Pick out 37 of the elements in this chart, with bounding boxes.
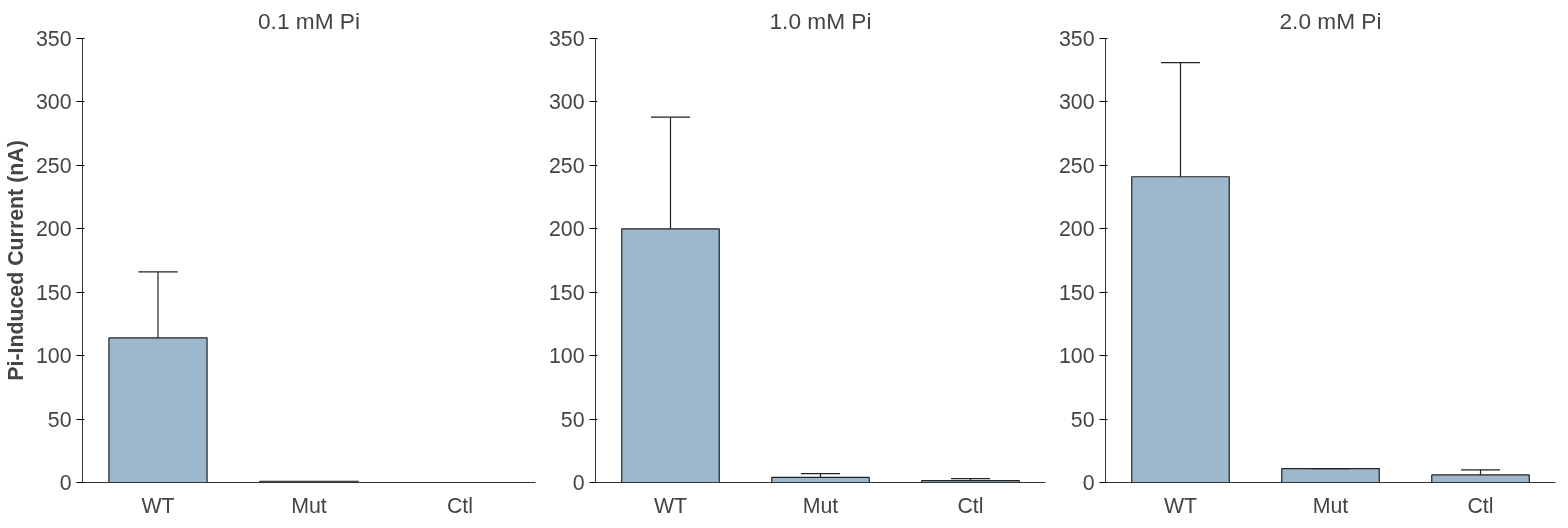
x-tick-label: WT [653, 493, 688, 518]
x-tick-label: Mut [802, 493, 839, 518]
y-tick-label: 200 [548, 217, 585, 242]
y-tick-label: 300 [35, 90, 72, 115]
y-tick-label: 350 [548, 27, 585, 51]
y-tick-label: 100 [35, 344, 72, 369]
y-tick-label: 250 [548, 153, 585, 178]
x-tick-label: Mut [291, 493, 327, 518]
y-tick-label: 100 [548, 344, 585, 369]
y-tick-label: 250 [1058, 153, 1095, 178]
y-tick-label: 300 [1058, 90, 1095, 115]
x-tick-label: WT [1163, 493, 1198, 518]
y-tick-label: 50 [560, 407, 585, 432]
y-tick-label: 250 [35, 153, 72, 178]
y-axis-title: Pi-Induced Current (nA) [3, 140, 28, 381]
x-tick-label: Mut [1312, 493, 1349, 518]
y-tick-label: 150 [548, 280, 585, 305]
y-tick-label: 150 [35, 280, 72, 305]
chart-title: 2.0 mM Pi [1279, 7, 1382, 34]
x-tick-label: Ctl [446, 493, 474, 518]
y-tick-label: 300 [548, 90, 585, 115]
x-tick-label: Ctl [957, 493, 984, 518]
y-tick-label: 50 [1070, 407, 1095, 432]
y-tick-label: 350 [35, 27, 72, 51]
x-tick-label: WT [141, 493, 175, 518]
y-tick-label: 100 [1058, 344, 1095, 369]
y-tick-label: 0 [572, 471, 585, 495]
y-tick-label: 0 [1082, 471, 1095, 495]
y-tick-label: 200 [35, 217, 72, 242]
y-tick-label: 0 [59, 471, 72, 495]
chart-title: 0.1 mM Pi [258, 7, 360, 34]
y-tick-label: 350 [1058, 27, 1095, 51]
chart-title: 1.0 mM Pi [769, 7, 872, 34]
y-tick-label: 150 [1058, 280, 1095, 305]
y-tick-label: 200 [1058, 217, 1095, 242]
x-tick-label: Ctl [1467, 493, 1494, 518]
y-tick-label: 50 [47, 407, 72, 432]
